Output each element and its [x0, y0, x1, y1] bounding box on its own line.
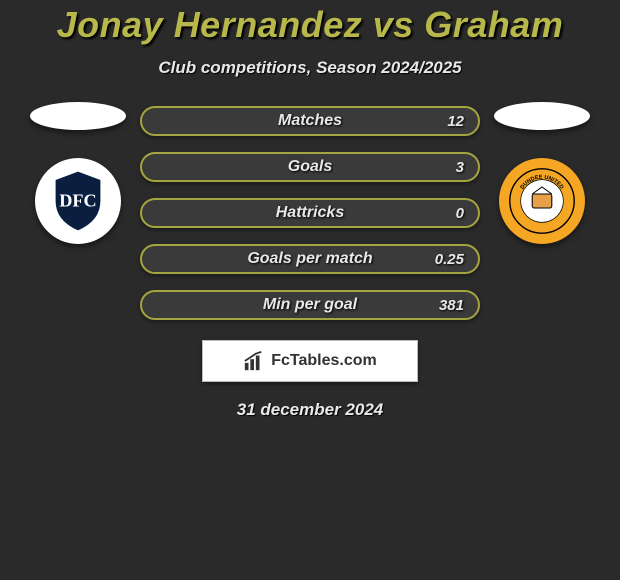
comparison-content: DFC Matches 12 Goals 3 Hattricks 0 Goals per m… — [0, 102, 620, 320]
stat-row: Goals per match 0.25 — [140, 244, 480, 274]
stat-label: Hattricks — [276, 204, 344, 222]
left-team-col: DFC — [28, 102, 128, 244]
stat-label: Goals — [288, 158, 332, 176]
stat-value: 0 — [456, 205, 464, 222]
right-team-col: DUNDEE UNITED — [492, 102, 592, 244]
footer: FcTables.com 31 december 2024 — [0, 340, 620, 420]
date-text: 31 december 2024 — [237, 400, 384, 420]
stat-label: Matches — [278, 112, 342, 130]
chart-icon — [243, 350, 265, 372]
stat-row: Goals 3 — [140, 152, 480, 182]
stats-list: Matches 12 Goals 3 Hattricks 0 Goals per match… — [140, 102, 480, 320]
subtitle: Club competitions, Season 2024/2025 — [0, 58, 620, 78]
stat-label: Goals per match — [247, 250, 372, 268]
stat-value: 12 — [447, 113, 464, 130]
page-title: Jonay Hernandez vs Graham — [0, 4, 620, 46]
stat-value: 0.25 — [435, 251, 464, 268]
left-team-ellipse — [30, 102, 126, 130]
left-team-crest: DFC — [35, 158, 121, 244]
svg-text:DFC: DFC — [59, 191, 96, 211]
right-team-ellipse — [494, 102, 590, 130]
stat-label: Min per goal — [263, 296, 357, 314]
stat-value: 381 — [439, 297, 464, 314]
stat-row: Matches 12 — [140, 106, 480, 136]
right-team-crest: DUNDEE UNITED — [499, 158, 585, 244]
dundee-united-icon: DUNDEE UNITED — [507, 166, 577, 236]
stat-row: Min per goal 381 — [140, 290, 480, 320]
stat-row: Hattricks 0 — [140, 198, 480, 228]
brand-box[interactable]: FcTables.com — [202, 340, 418, 382]
brand-text: FcTables.com — [271, 352, 377, 370]
dundee-fc-icon: DFC — [43, 166, 113, 236]
stat-value: 3 — [456, 159, 464, 176]
